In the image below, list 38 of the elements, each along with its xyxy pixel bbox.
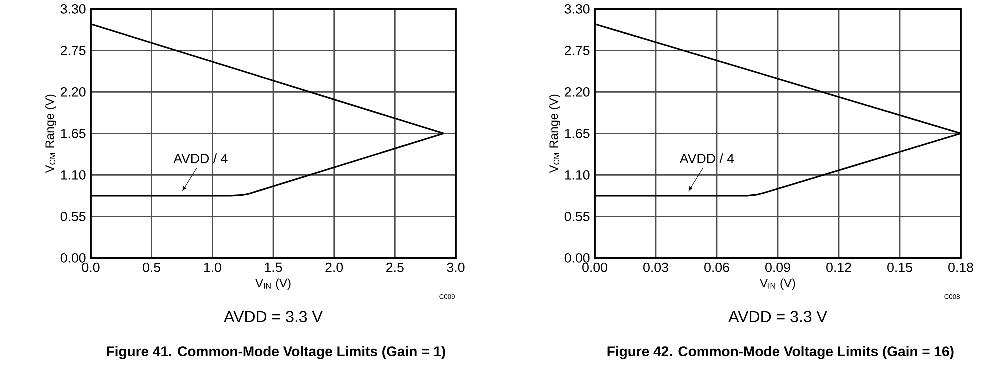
text: AVDD = 3.3 V <box>224 311 323 322</box>
y-tick-label: 3.30 <box>60 4 86 14</box>
annotation: AVDD / 4 <box>174 154 228 164</box>
y-axis-title: V$_{CM}$ Range (V) <box>45 94 57 174</box>
x-tick-label: 0.03 <box>644 262 668 272</box>
x-tick-label: 2.0 <box>326 262 344 272</box>
text: AVDD = 3.3 V <box>728 311 828 322</box>
y-tick-label: 0.00 <box>60 253 86 263</box>
x-tick-label: 3.0 <box>447 262 465 272</box>
x-tick-label: 0.5 <box>143 262 161 272</box>
x-tick-label: 1.5 <box>265 262 282 272</box>
y-axis-title: V$_{CM}$ Range (V) <box>549 94 561 174</box>
y-tick-label: 2.20 <box>565 87 590 97</box>
y-tick-label: 1.65 <box>61 128 86 138</box>
y-tick-label: 1.10 <box>61 170 86 180</box>
y-tick-label: 0.55 <box>60 212 86 222</box>
x-tick-label: 0.00 <box>582 262 608 272</box>
y-tick-label: 3.30 <box>564 4 590 14</box>
y-tick-label: 0.00 <box>564 253 590 263</box>
x-tick-label: 0.0 <box>82 262 100 272</box>
y-tick-label: 0.55 <box>564 212 590 222</box>
y-tick-label: 2.20 <box>61 87 86 97</box>
x-tick-label: 0.06 <box>704 262 730 272</box>
x-tick-label: 0.18 <box>948 262 974 272</box>
x-tick-label: 0.15 <box>888 262 912 272</box>
x-tick-label: 1.0 <box>204 262 222 272</box>
y-tick-label: 1.10 <box>565 170 590 180</box>
x-tick-label: 2.5 <box>386 262 404 272</box>
x-tick-label: 0.09 <box>766 262 790 272</box>
y-tick-label: 1.65 <box>565 128 590 138</box>
y-tick-label: 2.75 <box>565 46 590 56</box>
y-tick-label: 2.75 <box>61 46 86 56</box>
annotation: AVDD / 4 <box>680 154 734 164</box>
x-axis-title: V$_{IN}$ (V) <box>256 278 291 290</box>
x-axis-title: V$_{IN}$ (V) <box>760 278 796 290</box>
text: Figure 41. Common-Mode Voltage Limits (Gain = 1) <box>107 346 446 360</box>
text: Figure 42. Common-Mode Voltage Limits (Gain = 16) <box>608 346 954 360</box>
x-tick-label: 0.12 <box>826 262 852 272</box>
